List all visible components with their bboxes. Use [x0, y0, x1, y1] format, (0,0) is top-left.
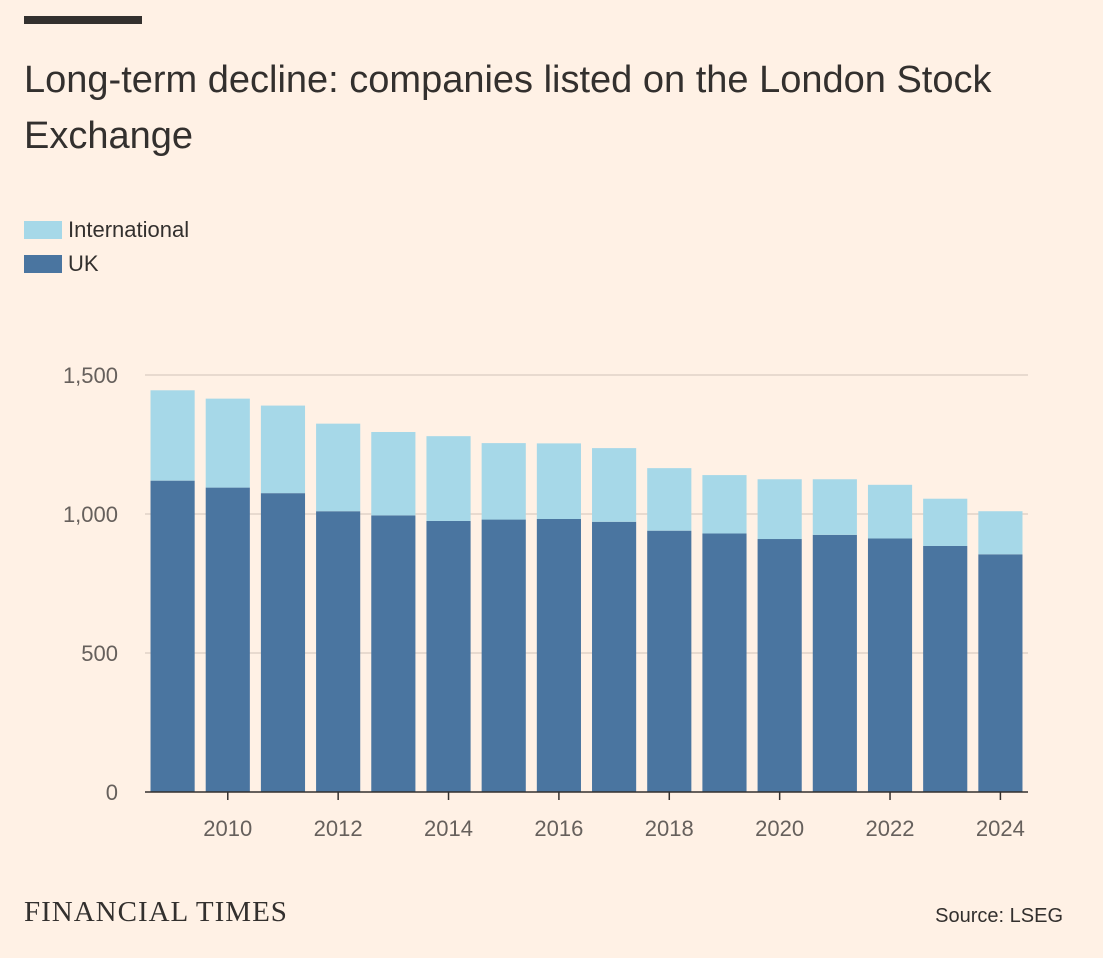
x-tick-label: 2018 — [645, 816, 694, 841]
bar-international-2020 — [757, 479, 802, 540]
bar-international-2018 — [647, 468, 692, 531]
legend-label-international: International — [68, 217, 190, 242]
x-tick-label: 2010 — [203, 816, 252, 841]
bar-international-2009 — [150, 390, 195, 481]
bar-international-2010 — [205, 398, 250, 488]
bar-uk-2015 — [481, 519, 526, 792]
y-tick-label: 1,500 — [63, 363, 118, 388]
bar-uk-2013 — [371, 515, 416, 792]
y-tick-label: 500 — [81, 641, 118, 666]
bar-international-2016 — [536, 443, 581, 520]
x-tick-label: 2022 — [866, 816, 915, 841]
bar-international-2013 — [371, 431, 416, 516]
legend-item-uk: UK — [24, 247, 189, 281]
bar-international-2011 — [260, 405, 306, 494]
bar-international-2024 — [978, 511, 1023, 555]
bar-international-2019 — [702, 475, 747, 534]
top-rule — [24, 16, 142, 24]
legend-swatch-international — [24, 221, 62, 239]
bar-international-2022 — [867, 484, 913, 539]
y-tick-label: 0 — [106, 780, 118, 805]
bar-international-2021 — [812, 479, 857, 535]
bar-uk-2021 — [812, 534, 857, 792]
x-tick-label: 2016 — [534, 816, 583, 841]
bar-international-2012 — [316, 423, 361, 512]
bar-international-2014 — [426, 436, 471, 521]
bar-uk-2017 — [592, 521, 637, 792]
chart-title: Long-term decline: companies listed on t… — [24, 59, 992, 157]
bar-uk-2024 — [978, 554, 1023, 792]
bar-uk-2011 — [260, 493, 306, 792]
source-note: Source: LSEG — [935, 905, 1063, 927]
legend-swatch-uk — [24, 255, 62, 273]
bar-international-2023 — [923, 498, 968, 546]
bar-international-2015 — [481, 443, 526, 520]
bar-uk-2016 — [536, 519, 581, 792]
bar-uk-2009 — [150, 480, 195, 792]
bar-uk-2018 — [647, 530, 692, 792]
bar-uk-2014 — [426, 520, 471, 792]
bar-uk-2010 — [205, 487, 250, 792]
legend: International UK — [24, 213, 189, 281]
legend-label-uk: UK — [68, 251, 99, 276]
stacked-bar-chart: 0 500 1,000 1,500 2010 2012 2014 2016 2018 2020 20… — [63, 363, 1028, 841]
x-tick-label: 2024 — [976, 816, 1025, 841]
ft-logo: FINANCIAL TIMES — [24, 896, 288, 928]
bar-international-2017 — [592, 448, 637, 522]
bar-uk-2022 — [867, 538, 913, 792]
x-tick-label: 2012 — [314, 816, 363, 841]
bar-uk-2019 — [702, 533, 747, 792]
y-tick-label: 1,000 — [63, 502, 118, 527]
bar-uk-2020 — [757, 539, 802, 792]
bar-uk-2012 — [316, 511, 361, 792]
bar-uk-2023 — [923, 545, 968, 792]
x-tick-label: 2020 — [755, 816, 804, 841]
x-tick-label: 2014 — [424, 816, 473, 841]
legend-item-international: International — [24, 213, 189, 247]
